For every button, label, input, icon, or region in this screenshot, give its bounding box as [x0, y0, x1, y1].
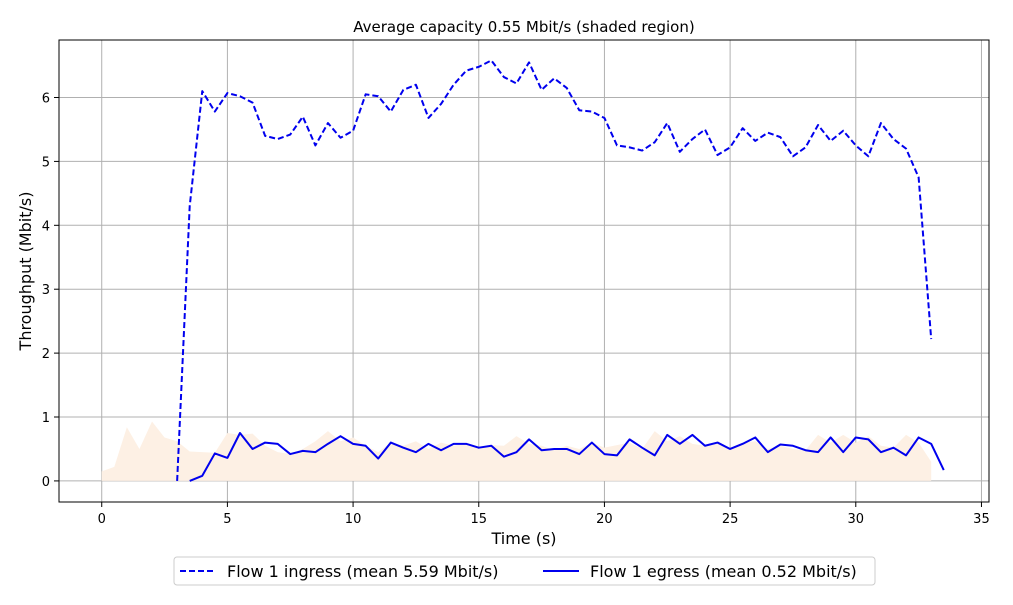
y-tick-label: 3: [42, 283, 50, 298]
egress-line: [189, 431, 945, 482]
legend-label-egress: Flow 1 egress (mean 0.52 Mbit/s): [590, 562, 857, 581]
chart-title: Average capacity 0.55 Mbit/s (shaded reg…: [353, 18, 694, 36]
y-tick-label: 5: [42, 155, 50, 170]
legend-label-ingress: Flow 1 ingress (mean 5.59 Mbit/s): [227, 562, 499, 581]
x-tick-label: 10: [345, 512, 362, 527]
plot-frame: [58, 39, 990, 503]
y-tick-label: 1: [42, 411, 50, 426]
x-tick-label: 30: [848, 512, 865, 527]
y-tick-label: 6: [42, 92, 50, 107]
x-tick-label: 20: [596, 512, 613, 527]
x-tick-label: 0: [98, 512, 106, 527]
y-axis-label: Throughput (Mbit/s): [16, 192, 35, 352]
x-tick-label: 5: [223, 512, 231, 527]
x-axis-label: Time (s): [490, 529, 556, 548]
x-tick-label: 15: [470, 512, 487, 527]
series-lines: [176, 59, 945, 482]
y-axis-ticks: 0 1 2 3 4 5 6: [42, 92, 59, 490]
grid: [59, 40, 989, 502]
legend: Flow 1 ingress (mean 5.59 Mbit/s) Flow 1…: [173, 556, 876, 586]
x-tick-label: 35: [973, 512, 990, 527]
x-tick-label: 25: [722, 512, 739, 527]
y-tick-label: 0: [42, 475, 50, 490]
x-axis-ticks: 0 5 10 15 20 25 30 35: [98, 502, 990, 527]
y-tick-label: 4: [42, 219, 50, 234]
ingress-line: [176, 59, 933, 481]
y-tick-label: 2: [42, 347, 50, 362]
legend-box: [173, 556, 876, 586]
